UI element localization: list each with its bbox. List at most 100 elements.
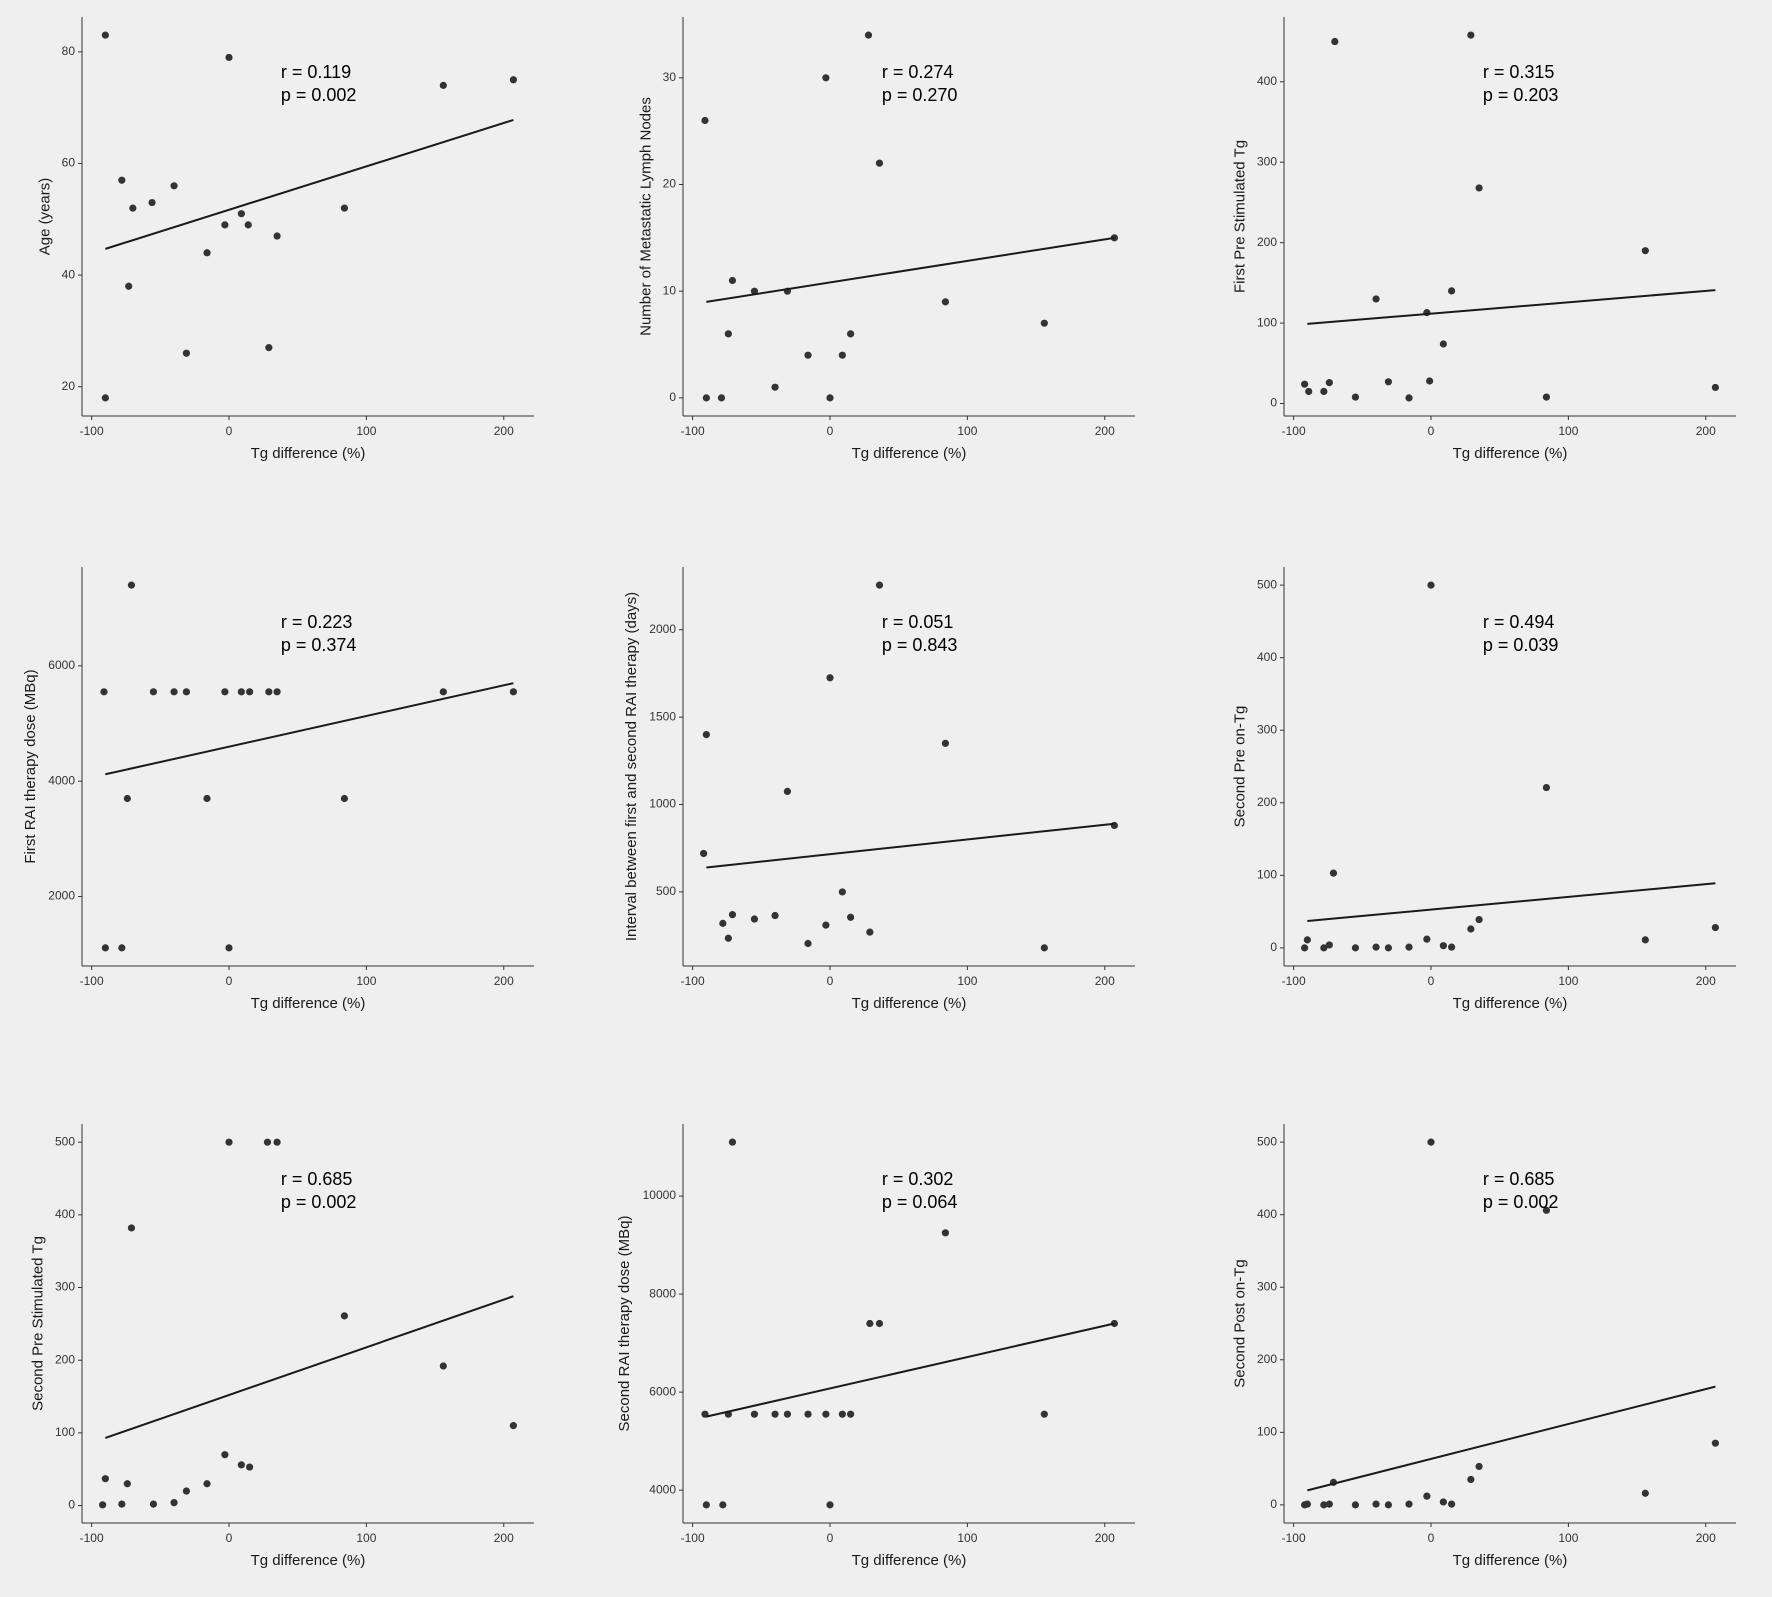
x-axis-title: Tg difference (%) (852, 1552, 967, 1569)
point (1303, 1500, 1311, 1508)
point (728, 911, 737, 919)
point (182, 349, 191, 357)
point (273, 1138, 281, 1146)
point (1475, 915, 1483, 924)
annotation: r = 0.119 (281, 62, 351, 82)
y-tick-label: 400 (1257, 650, 1277, 664)
y-axis-title: Age (years) (37, 178, 54, 256)
y-tick-label: 100 (1257, 867, 1277, 881)
x-tick-label: 200 (1696, 424, 1716, 438)
point (509, 1422, 517, 1430)
point (1426, 377, 1434, 385)
x-tick-label: 0 (1428, 974, 1435, 988)
point (838, 888, 846, 896)
point (273, 232, 281, 240)
point (225, 1138, 233, 1146)
y-tick-label: 6000 (48, 658, 75, 672)
panel: 0 100 200 300 400 500 -100 0 100 200 Tg difference… (1231, 1124, 1736, 1569)
x-tick-label: -100 (681, 424, 705, 438)
point (170, 1499, 178, 1507)
x-tick-label: 0 (827, 1531, 834, 1545)
annotation: r = 0.302 (882, 1169, 954, 1189)
y-axis-title: Second RAI therapy dose (MBq) (616, 1216, 633, 1432)
y-tick-label: 400 (1257, 74, 1277, 88)
point (728, 276, 737, 285)
point (1320, 1501, 1328, 1509)
point (225, 944, 233, 952)
x-tick-label: 100 (356, 424, 376, 438)
point (1641, 1489, 1649, 1497)
point (221, 1451, 229, 1459)
annotation: p = 0.843 (882, 635, 958, 655)
point (1542, 783, 1551, 792)
y-axis-title: First Pre Stimulated Tg (1231, 140, 1248, 293)
x-tick-label: -100 (1282, 974, 1306, 988)
y-tick-label: 200 (1257, 235, 1277, 249)
y-tick-label: 1500 (649, 709, 676, 723)
point (149, 688, 158, 696)
point (1448, 287, 1456, 295)
x-tick-label: 200 (1095, 1531, 1115, 1545)
x-tick-label: -100 (80, 424, 104, 438)
point (771, 911, 779, 920)
x-axis-title: Tg difference (%) (852, 445, 967, 462)
y-tick-label: 200 (1257, 795, 1277, 809)
y-tick-label: 500 (1257, 1134, 1277, 1148)
x-tick-label: 200 (1696, 1531, 1716, 1545)
point (804, 1410, 812, 1418)
point (1467, 925, 1475, 933)
point (101, 31, 109, 39)
point (221, 688, 229, 696)
point (804, 939, 812, 948)
x-tick-label: 200 (1095, 974, 1115, 988)
x-tick-label: -100 (80, 974, 104, 988)
point (1351, 1501, 1360, 1509)
point (263, 1138, 272, 1146)
point (182, 688, 191, 696)
x-tick-label: 100 (1558, 424, 1578, 438)
panel: 0 100 200 300 400 -100 0 100 200 Tg difference (%… (1231, 17, 1736, 462)
point (246, 1463, 254, 1471)
point (123, 1480, 131, 1488)
point (340, 204, 349, 212)
point (1439, 942, 1447, 950)
panel: 20 40 60 80 -100 0 100 200 Tg difference (%) Age … (37, 17, 534, 462)
point (1439, 1498, 1447, 1506)
y-tick-label: 200 (55, 1352, 75, 1366)
point (1711, 383, 1719, 392)
point (101, 394, 109, 402)
point (702, 730, 710, 739)
point (1351, 944, 1360, 952)
x-tick-label: 100 (356, 1531, 376, 1545)
point (1384, 378, 1393, 386)
point (783, 787, 792, 796)
x-tick-label: -100 (1282, 424, 1306, 438)
point (1448, 943, 1456, 951)
y-tick-label: 300 (1257, 722, 1277, 736)
y-tick-label: 0 (68, 1498, 75, 1512)
point (1711, 923, 1719, 932)
fit-line (706, 1322, 1115, 1418)
fit-line (105, 119, 514, 250)
point (273, 688, 281, 696)
point (1384, 1501, 1393, 1509)
x-tick-label: 100 (957, 974, 977, 988)
y-tick-label: 4000 (649, 1482, 676, 1496)
point (439, 688, 447, 696)
point (866, 1319, 874, 1328)
x-tick-label: 0 (1428, 424, 1435, 438)
point (783, 1410, 792, 1418)
x-axis-title: Tg difference (%) (1453, 445, 1568, 462)
x-tick-label: 0 (226, 1531, 233, 1545)
annotation: r = 0.685 (1483, 1169, 1555, 1189)
point (838, 1410, 846, 1418)
point (203, 794, 211, 803)
point (1040, 1410, 1048, 1418)
point (1467, 31, 1475, 39)
y-axis-title: First RAI therapy dose (MBq) (22, 669, 39, 863)
panel: 0 100 200 300 400 500 -100 0 100 200 Tg difference… (1231, 567, 1736, 1012)
point (1427, 1138, 1435, 1146)
point (340, 794, 349, 803)
point (100, 688, 108, 696)
point (1467, 1475, 1475, 1484)
